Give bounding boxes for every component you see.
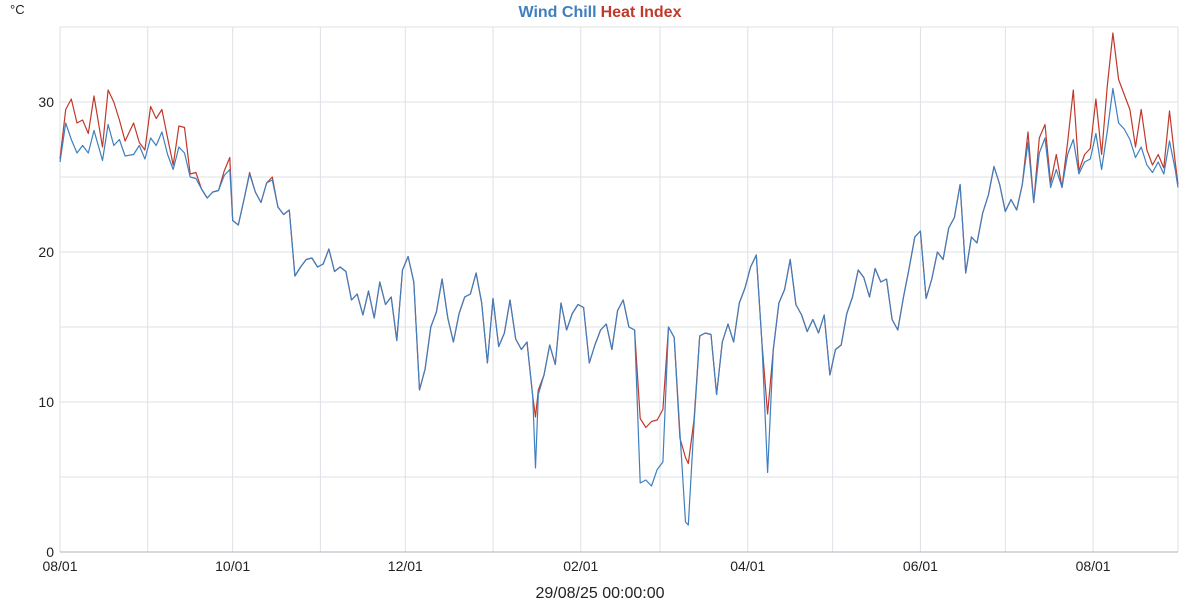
x-tick-label: 02/01 [563,558,598,574]
series-group [59,32,1179,526]
x-tick-label: 06/01 [903,558,938,574]
y-tick-label: 0 [46,544,54,560]
grid [59,26,1179,553]
chart-title: Wind Chill Heat Index [519,4,682,21]
y-tick-label: 10 [38,394,54,410]
x-tick-label: 10/01 [215,558,250,574]
x-tick-label: 08/01 [1076,558,1111,574]
y-tick-label: 30 [38,94,54,110]
x-tick-label: 08/01 [42,558,77,574]
x-axis-footer-timestamp: 29/08/25 00:00:00 [535,585,664,600]
x-tick-label: 04/01 [730,558,765,574]
x-tick-label: 12/01 [388,558,423,574]
chart-title-part-1: Wind Chill [519,4,597,21]
y-axis-unit-label: °C [10,2,25,17]
tick-labels: 0 10 20 30 08/01 10/01 12/01 02/01 04/01 06/01 08/… [38,94,1110,574]
series-line-wind-chill [59,87,1179,526]
y-tick-label: 20 [38,244,54,260]
chart-title-part-2: Heat Index [601,4,682,21]
series-line-heat-index [59,32,1179,465]
